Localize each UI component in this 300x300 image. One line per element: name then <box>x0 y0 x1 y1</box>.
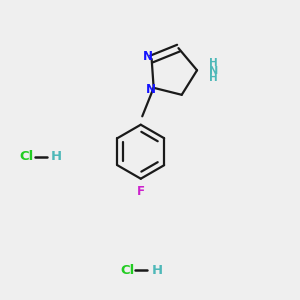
Text: H: H <box>152 263 163 277</box>
Text: Cl: Cl <box>120 263 134 277</box>
Text: Cl: Cl <box>20 150 34 163</box>
Text: H: H <box>209 73 218 83</box>
Text: N: N <box>143 50 153 63</box>
Text: N: N <box>146 83 156 96</box>
Text: N: N <box>209 66 218 76</box>
Text: F: F <box>137 185 145 198</box>
Text: H: H <box>209 58 218 68</box>
Text: H: H <box>51 150 62 163</box>
